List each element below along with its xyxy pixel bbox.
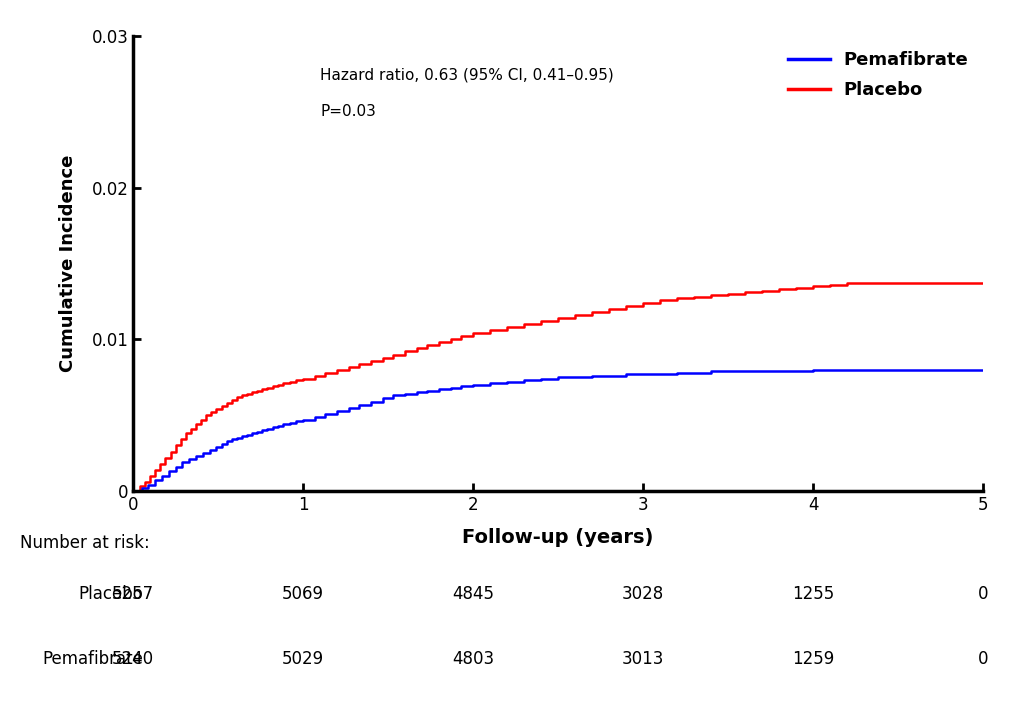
Text: 5240: 5240: [112, 650, 155, 668]
Text: 3028: 3028: [622, 585, 665, 603]
Text: 5029: 5029: [282, 650, 325, 668]
Text: Pemafibrate: Pemafibrate: [42, 650, 143, 668]
Text: 5069: 5069: [282, 585, 325, 603]
Text: 4845: 4845: [452, 585, 495, 603]
Text: 0: 0: [978, 650, 988, 668]
Y-axis label: Cumulative Incidence: Cumulative Incidence: [59, 155, 78, 373]
Text: 4803: 4803: [452, 650, 495, 668]
Text: 5257: 5257: [112, 585, 155, 603]
Text: 1259: 1259: [792, 650, 835, 668]
Text: 1255: 1255: [792, 585, 835, 603]
Legend: Pemafibrate, Placebo: Pemafibrate, Placebo: [781, 45, 975, 105]
Text: P=0.03: P=0.03: [321, 104, 376, 119]
Text: Placebo: Placebo: [79, 585, 143, 603]
Text: Number at risk:: Number at risk:: [20, 534, 151, 552]
X-axis label: Follow-up (years): Follow-up (years): [463, 528, 653, 547]
Text: Hazard ratio, 0.63 (95% CI, 0.41–0.95): Hazard ratio, 0.63 (95% CI, 0.41–0.95): [321, 68, 613, 83]
Text: 0: 0: [978, 585, 988, 603]
Text: 3013: 3013: [622, 650, 665, 668]
